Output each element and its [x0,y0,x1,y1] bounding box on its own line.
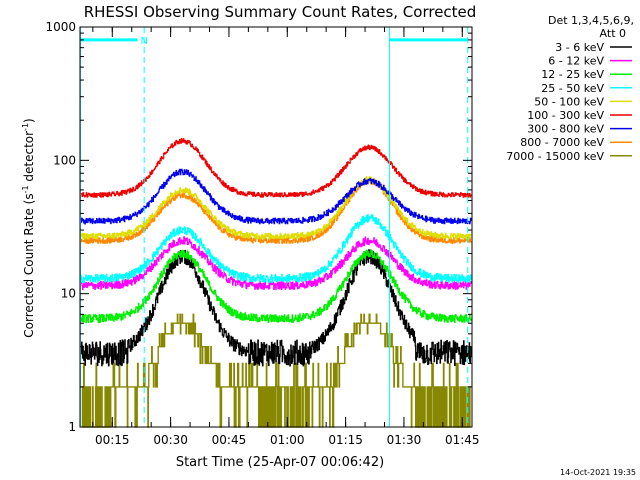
legend-label: 6 - 12 keV [548,55,604,68]
series-line-25-50-kev [81,214,472,284]
plot-area: N [79,27,472,428]
x-tick-label: 00:30 [153,433,188,447]
y-axis-label-part-2: detector [22,131,36,186]
series-line-50-100-kev [81,176,472,240]
legend-header-line-2: Att 0 [600,27,626,40]
y-axis-label-sup-1: -1 [21,185,30,193]
x-tick-label: 01:45 [445,433,480,447]
y-tick-label: 1 [68,420,76,434]
x-tick-label: 01:00 [270,433,305,447]
y-tick-label: 10 [61,287,76,301]
series-line-100-300-kev [81,138,472,198]
legend-label: 50 - 100 keV [534,95,604,108]
y-axis-label-sup-2: -1 [21,123,30,131]
legend-label: 12 - 25 keV [541,68,604,81]
x-tick-label: 00:45 [212,433,247,447]
y-axis-label-part-3: ) [22,118,36,123]
legend-label: 100 - 300 keV [527,109,604,122]
series-line-3-6-kev [81,249,472,367]
y-axis-label-part-1: Corrected Count Rate (s [22,193,36,337]
series-line-300-800-kev [81,168,472,225]
series-line-6-12-kev [81,236,472,291]
x-tick-label: 01:15 [328,433,363,447]
y-tick-label: 1000 [45,20,76,34]
y-axis-label: Corrected Count Rate (s-1 detector-1) [21,118,36,337]
legend-label: 300 - 800 keV [527,123,604,136]
legend-header-line-1: Det 1,3,4,5,6,9, [548,14,634,27]
y-tick-label: 100 [53,153,76,167]
legend-label: 800 - 7000 keV [520,136,604,149]
series-line-12-25-kev [81,249,472,324]
y-axis: 1 10 100 1000 [45,20,472,434]
legend-label: 25 - 50 keV [541,82,604,95]
x-tick-label: 00:15 [95,433,130,447]
plot-frame [79,26,473,428]
x-tick-label: 01:30 [387,433,422,447]
timestamp: 14-Oct-2021 19:35 [560,468,636,477]
x-axis: 00:15 00:30 00:45 01:00 01:15 01:30 01:45 [92,27,480,447]
legend-label: 3 - 6 keV [555,41,604,54]
night-bar-label: N [141,36,148,47]
x-axis-label: Start Time (25-Apr-07 00:06:42) [176,455,384,470]
legend-label: 7000 - 15000 keV [506,150,604,163]
chart-title: RHESSI Observing Summary Count Rates, Co… [84,3,477,21]
